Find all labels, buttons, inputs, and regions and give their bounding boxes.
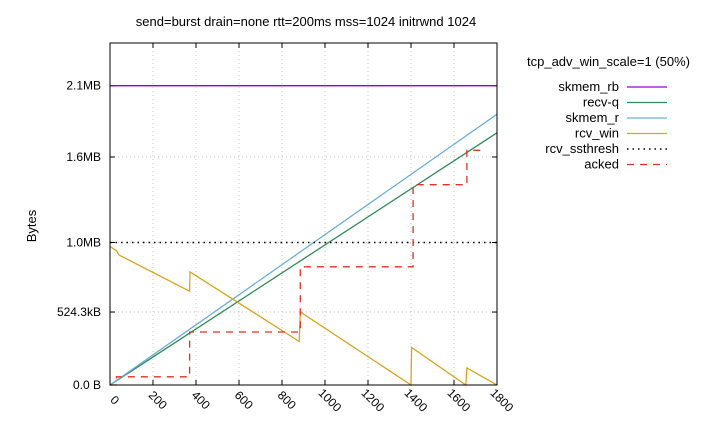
x-tick-label: 1000	[315, 386, 344, 415]
series-line-rcv-win	[109, 245, 498, 387]
legend-label-acked: acked	[584, 157, 619, 172]
series-line-skmem-r	[109, 113, 498, 386]
x-tick-label: 1200	[358, 386, 387, 415]
grid	[110, 43, 497, 385]
x-tick-label: 600	[232, 388, 256, 412]
y-tick-label: 2.1MB	[66, 79, 101, 93]
y-axis-label: Bytes	[24, 209, 39, 242]
x-tick-label: 400	[189, 388, 213, 412]
legend-label-recv-q: recv-q	[583, 95, 619, 110]
axis-ticks: 0 200 400 600 800 1000 1200 1400 1600 1800 0.0 B 52…	[57, 43, 516, 415]
legend-label-skmem-rb: skmem_rb	[558, 79, 619, 94]
x-tick-label: 1400	[401, 386, 430, 415]
x-tick-label: 200	[146, 388, 170, 412]
y-tick-label: 0.0 B	[73, 378, 101, 392]
y-tick-label: 524.3kB	[57, 305, 101, 319]
x-tick-label: 0	[108, 393, 123, 408]
x-tick-label: 800	[275, 388, 299, 412]
x-tick-label: 1600	[444, 386, 473, 415]
legend-label-rcv-ssthresh: rcv_ssthresh	[545, 141, 619, 156]
legend-title: tcp_adv_win_scale=1 (50%)	[527, 54, 690, 69]
series-line-recv-q	[109, 132, 498, 386]
chart-title: send=burst drain=none rtt=200ms mss=1024…	[136, 14, 476, 29]
x-tick-label: 1800	[487, 386, 516, 415]
plot-frame	[109, 42, 498, 386]
series-line-acked	[110, 149, 485, 386]
y-tick-label: 1.0MB	[66, 235, 101, 249]
legend-label-rcv-win: rcv_win	[575, 126, 619, 141]
series-group	[109, 85, 498, 387]
y-tick-label: 1.6MB	[66, 150, 101, 164]
legend: tcp_adv_win_scale=1 (50%) skmem_rbrecv-q…	[527, 54, 690, 172]
legend-label-skmem-r: skmem_r	[566, 110, 620, 125]
